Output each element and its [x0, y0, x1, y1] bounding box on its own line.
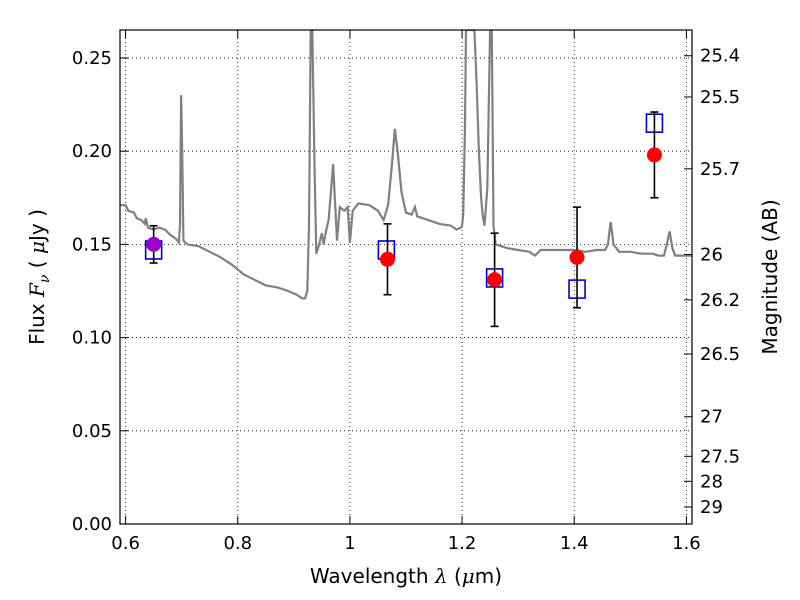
y-axis-label: Flux Fν ( μJy ) — [25, 209, 53, 345]
observed-point — [379, 251, 395, 267]
y-tick-label: 0.10 — [72, 328, 112, 349]
x-axis-label: Wavelength λ (μm) — [310, 564, 502, 588]
plot-frame — [119, 29, 693, 525]
y2-tick-label: 26 — [700, 245, 723, 266]
y-tick-label: 0.20 — [72, 141, 112, 162]
y-tick-label: 0.15 — [72, 234, 112, 255]
y2-axis-label: Magnitude (AB) — [758, 199, 782, 354]
observed-point — [487, 272, 503, 288]
y-tick-label: 0.05 — [72, 421, 112, 442]
model-spectrum-line — [120, 30, 692, 300]
y-tick-label: 0.00 — [72, 514, 112, 535]
observed-point — [146, 236, 162, 252]
x-tick-label: 1 — [344, 533, 355, 554]
observed-point — [569, 249, 585, 265]
y2-tick-label: 25.4 — [700, 46, 740, 67]
y2-tick-label: 27 — [700, 407, 723, 428]
observed-point — [646, 147, 662, 163]
plot-area: 0.6 0.8 1 1.2 1.4 1.6 0.00 0.05 0.10 0.15 0.20 0.25… — [72, 29, 740, 554]
y-tick-label: 0.25 — [72, 48, 112, 69]
y2-tick-label: 26.2 — [700, 290, 740, 311]
x-tick-label: 1.6 — [672, 533, 701, 554]
y2-tick-label: 27.5 — [700, 446, 740, 467]
y2-tick-label: 29 — [700, 497, 723, 518]
y2-tick-label: 25.7 — [700, 159, 740, 180]
x-tick-label: 0.8 — [223, 533, 252, 554]
x-tick-label: 0.6 — [111, 533, 140, 554]
y2-tick-label: 26.5 — [700, 344, 740, 365]
x-tick-label: 1.4 — [560, 533, 589, 554]
y2-tick-label: 25.5 — [700, 87, 740, 108]
x-tick-label: 1.2 — [448, 533, 477, 554]
y2-tick-label: 28 — [700, 471, 723, 492]
